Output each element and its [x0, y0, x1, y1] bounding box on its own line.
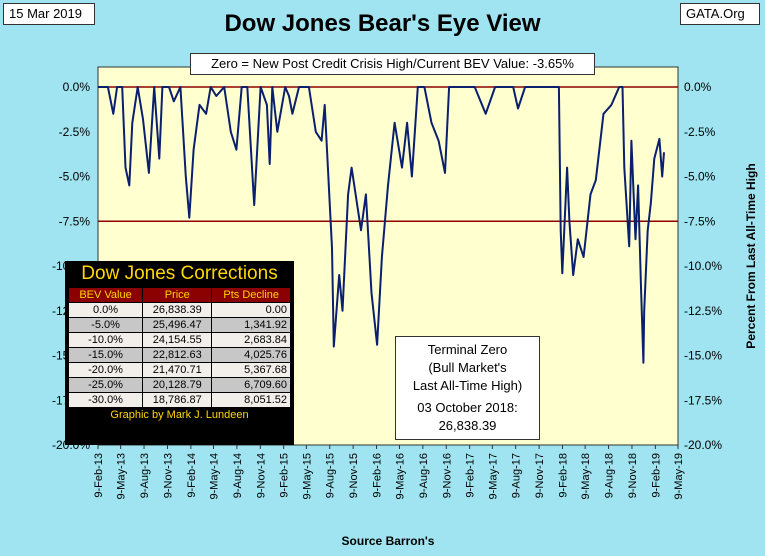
bev-cell: -10.0% — [67, 332, 144, 348]
table-row: -20.0% 21,470.71 5,367.68 — [67, 362, 291, 378]
corrections-title: Dow Jones Corrections — [81, 263, 278, 284]
terminal-line: 26,838.39 — [438, 418, 497, 433]
decline-cell: 2,683.84 — [211, 332, 291, 348]
y-tick-label-right: -15.0% — [684, 349, 722, 363]
y-tick-label-right: -10.0% — [684, 259, 722, 273]
y-tick-label-left: -5.0% — [59, 170, 91, 184]
x-tick-label: 9-May-18 — [580, 453, 592, 499]
x-tick-label: 9-Aug-16 — [418, 453, 430, 498]
bev-cell: 0.0% — [67, 302, 144, 318]
price-cell: 20,128.79 — [142, 377, 213, 393]
x-tick-label: 9-Aug-17 — [511, 453, 523, 498]
price-cell: 25,496.47 — [142, 317, 213, 333]
y-tick-label-left: -2.5% — [59, 125, 91, 139]
y-tick-label-right: 0.0% — [684, 80, 712, 94]
x-tick-label: 9-Feb-16 — [372, 453, 384, 498]
y-tick-label-left: 0.0% — [63, 80, 91, 94]
terminal-zero-box: Terminal Zero (Bull Market's Last All-Ti… — [395, 336, 540, 440]
x-tick-label: 9-May-16 — [394, 453, 406, 499]
terminal-line: (Bull Market's — [428, 360, 507, 375]
y-axis-label: Percent From Last All-Time High — [744, 163, 758, 348]
table-row: -25.0% 20,128.79 6,709.60 — [67, 377, 291, 393]
x-tick-label: 9-Nov-15 — [348, 453, 360, 498]
bev-note: Zero = New Post Credit Crisis High/Curre… — [190, 53, 595, 75]
date-label: 15 Mar 2019 — [3, 3, 95, 25]
x-tick-label: 9-Feb-19 — [650, 453, 662, 498]
table-row: -30.0% 18,786.87 8,051.52 — [67, 392, 291, 408]
x-tick-label: 9-Aug-13 — [139, 453, 151, 498]
price-cell: 24,154.55 — [142, 332, 213, 348]
decline-cell: 8,051.52 — [211, 392, 291, 408]
x-tick-label: 9-May-15 — [301, 453, 313, 499]
corrections-credit: Graphic by Mark J. Lundeen — [110, 409, 249, 421]
x-tick-label: 9-Aug-14 — [232, 453, 244, 498]
table-row: -10.0% 24,154.55 2,683.84 — [67, 332, 291, 348]
y-tick-label-right: -7.5% — [684, 214, 716, 228]
terminal-line: Terminal Zero — [427, 342, 508, 357]
table-row: -15.0% 22,812.63 4,025.76 — [67, 347, 291, 363]
table-row: -5.0% 25,496.47 1,341.92 — [67, 317, 291, 333]
site-label: GATA.Org — [680, 3, 760, 25]
x-tick-label: 9-Nov-14 — [255, 453, 267, 498]
terminal-line: 03 October 2018: — [417, 400, 518, 415]
x-tick-label: 9-Aug-18 — [604, 453, 616, 498]
x-tick-label: 9-May-14 — [208, 453, 220, 499]
bev-cell: -30.0% — [67, 392, 144, 408]
page-title: Dow Jones Bear's Eye View — [224, 10, 541, 37]
price-cell: 22,812.63 — [142, 347, 213, 363]
x-axis-label: Source Barron's — [342, 534, 435, 548]
x-tick-label: 9-Feb-15 — [279, 453, 291, 498]
x-tick-label: 9-May-17 — [487, 453, 499, 499]
x-tick-label: 9-May-19 — [673, 453, 685, 499]
price-cell: 21,470.71 — [142, 362, 213, 378]
price-cell: 26,838.39 — [142, 302, 213, 318]
y-tick-label-right: -2.5% — [684, 125, 716, 139]
bev-cell: -5.0% — [67, 317, 144, 333]
decline-cell: 4,025.76 — [211, 347, 291, 363]
x-tick-label: 9-Aug-15 — [325, 453, 337, 498]
x-tick-label: 9-Nov-17 — [534, 453, 546, 498]
price-cell: 18,786.87 — [142, 392, 213, 408]
x-tick-label: 9-Feb-13 — [93, 453, 105, 498]
bev-cell: -15.0% — [67, 347, 144, 363]
bev-cell: -20.0% — [67, 362, 144, 378]
corrections-table: Dow Jones Corrections BEV Value Price Pt… — [65, 261, 294, 445]
y-tick-label-right: -20.0% — [684, 438, 722, 452]
series-line — [98, 86, 665, 364]
y-tick-label-right: -12.5% — [684, 304, 722, 318]
y-tick-label-right: -5.0% — [684, 170, 716, 184]
x-tick-label: 9-May-13 — [116, 453, 128, 499]
col-header-price: Price — [142, 287, 213, 303]
x-tick-label: 9-Feb-17 — [465, 453, 477, 498]
col-header-bev: BEV Value — [67, 287, 144, 303]
x-tick-label: 9-Nov-16 — [441, 453, 453, 498]
y-tick-label-left: -7.5% — [59, 214, 91, 228]
x-tick-label: 9-Feb-18 — [558, 453, 570, 498]
x-tick-label: 9-Nov-13 — [162, 453, 174, 498]
terminal-line: Last All-Time High) — [412, 378, 523, 393]
bev-cell: -25.0% — [67, 377, 144, 393]
decline-cell: 6,709.60 — [211, 377, 291, 393]
y-tick-label-right: -17.5% — [684, 393, 722, 407]
decline-cell: 5,367.68 — [211, 362, 291, 378]
table-row: 0.0% 26,838.39 0.00 — [67, 302, 291, 318]
decline-cell: 0.00 — [211, 302, 291, 318]
col-header-decline: Pts Decline — [211, 287, 291, 303]
x-tick-label: 9-Nov-18 — [627, 453, 639, 498]
x-tick-label: 9-Feb-14 — [186, 453, 198, 498]
decline-cell: 1,341.92 — [211, 317, 291, 333]
